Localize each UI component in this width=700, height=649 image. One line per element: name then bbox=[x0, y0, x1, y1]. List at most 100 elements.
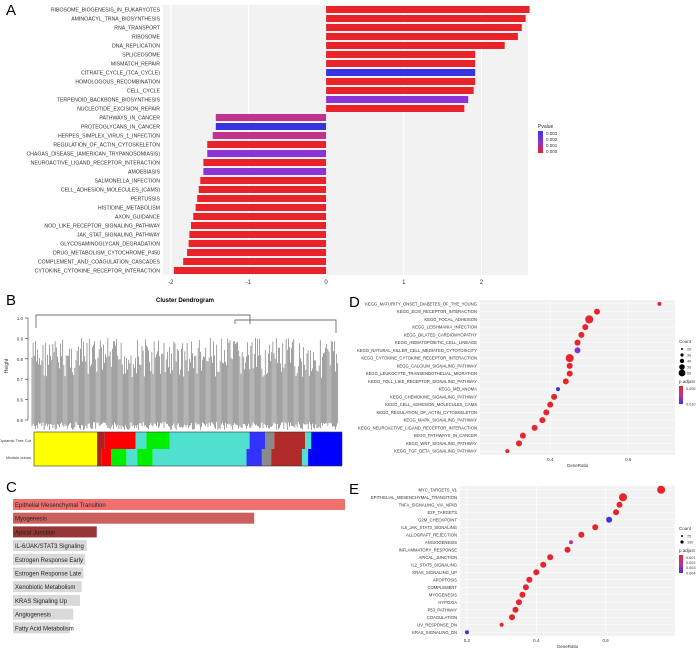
nes-bar-chart: -2 -1 0 1 2 RIBOSOME_BIOGENESIS_IN_EUKARYOTES… bbox=[26, 5, 558, 286]
data-point bbox=[539, 417, 546, 424]
data-point bbox=[547, 401, 554, 408]
category-label: AXON_GUIDANCE bbox=[115, 215, 161, 221]
nes-bar bbox=[326, 69, 476, 76]
data-point bbox=[556, 387, 560, 392]
nes-bar bbox=[326, 60, 476, 67]
data-point bbox=[543, 409, 550, 416]
legend-label: 0.003 bbox=[546, 131, 558, 136]
chart-title: Cluster Dendrogram bbox=[156, 298, 214, 304]
data-point bbox=[618, 493, 627, 502]
module-color-segment bbox=[146, 432, 170, 449]
hallmark-bar bbox=[13, 553, 86, 565]
data-point bbox=[512, 606, 519, 613]
category-label: KEGG_PATHWAYS_IN_CANCER bbox=[414, 433, 477, 438]
nes-bar bbox=[215, 123, 327, 130]
nes-bar bbox=[215, 114, 327, 121]
plot-background bbox=[163, 5, 528, 275]
data-point bbox=[657, 301, 662, 306]
x-axis-title: GeneRatio bbox=[557, 644, 579, 649]
module-color-segment bbox=[152, 449, 247, 466]
category-label: IL2_STAT5_SIGNALING bbox=[411, 562, 457, 567]
category-label: APICAL_JUNCTION bbox=[419, 555, 457, 560]
nes-bar bbox=[326, 24, 522, 31]
category-label: HERPES_SIMPLEX_VIRUS_1_INFECTION bbox=[58, 134, 160, 140]
x-tick-label: 0.6 bbox=[603, 638, 610, 643]
plot-background bbox=[480, 300, 675, 455]
module-color-segment bbox=[301, 449, 309, 466]
module-color-segment bbox=[97, 449, 102, 466]
hallmark-bar-chart: Epithelial Mesenchymal Transition Myogene… bbox=[13, 499, 345, 634]
legend-title: Pvalue bbox=[538, 124, 554, 130]
data-point bbox=[578, 531, 585, 538]
panel-letter-c: C bbox=[6, 479, 17, 496]
nes-bar bbox=[190, 222, 327, 229]
nes-bar bbox=[189, 231, 327, 238]
module-color-segment bbox=[104, 432, 136, 449]
hallmark-bar bbox=[13, 567, 84, 579]
category-label: KEGG_REGULATION_OF_ACTIN_CYTOSKELETON bbox=[376, 410, 477, 415]
hallmark-bar bbox=[13, 608, 74, 620]
color-legend-title: p.adjust bbox=[679, 379, 696, 384]
category-label: EPITHELIAL_MESENCHYMAL_TRANSITION bbox=[371, 495, 457, 500]
panel-letter-e: E bbox=[349, 481, 360, 498]
x-tick-label: 1 bbox=[402, 280, 406, 286]
module-color-segment bbox=[135, 432, 147, 449]
category-label: KEGG_DILATED_CARDIOMYOPATHY bbox=[404, 332, 478, 337]
data-point bbox=[585, 315, 594, 324]
nes-bar bbox=[326, 6, 530, 13]
category-label: JAK_STAT_SIGNALING_PATHWAY bbox=[77, 233, 161, 239]
category-label: KEGG_TGF_BETA_SIGNALING_PATHWAY bbox=[394, 449, 477, 454]
legend-colorbar bbox=[538, 131, 543, 153]
data-point bbox=[531, 424, 538, 431]
category-label: KEGG_FOCAL_ADHESION bbox=[424, 317, 477, 322]
data-point bbox=[519, 591, 526, 598]
dendrogram-branch bbox=[35, 314, 251, 328]
category-label: AMINOACYL_TRNA_BIOSYNTHESIS bbox=[71, 17, 160, 23]
data-point bbox=[592, 524, 599, 531]
hallmark-dot-plot: MYC_TARGETS_V1 EPITHELIAL_MESENCHYMAL_TRA… bbox=[371, 485, 696, 649]
color-legend-label: 0.001 bbox=[686, 556, 696, 560]
category-label: PERTUSSIS bbox=[131, 197, 161, 203]
data-point bbox=[515, 599, 522, 606]
data-point bbox=[499, 622, 504, 627]
hallmark-label: KRAS Signaling Up bbox=[15, 599, 68, 605]
category-label: RIBOSOME bbox=[132, 35, 160, 41]
cluster-dendrogram-chart: Cluster Dendrogram Height 1.0 0.9 0.8 0.7 0.6 0… bbox=[0, 298, 343, 467]
color-legend-label: 0.003 bbox=[686, 566, 696, 570]
module-color-segment bbox=[305, 432, 312, 449]
category-label: SPLICEOSOME bbox=[122, 53, 160, 59]
category-label: AMOEBIASIS bbox=[128, 170, 161, 176]
color-legend-label: 0.005 bbox=[686, 387, 696, 391]
size-legend-dot bbox=[678, 369, 686, 377]
size-legend-label: 20 bbox=[687, 348, 691, 352]
data-point bbox=[616, 501, 623, 508]
size-legend-label: 40 bbox=[687, 360, 691, 364]
category-label: GLYCOSAMINOGLYCAN_DEGRADATION bbox=[60, 242, 160, 248]
category-label: MISMATCH_REPAIR bbox=[111, 62, 160, 68]
category-label: PROTEOGLYCANS_IN_CANCER bbox=[81, 125, 160, 131]
x-tick-label: 0.4 bbox=[533, 638, 540, 643]
color-legend-label: 0.010 bbox=[686, 402, 696, 406]
y-tick-label: 0.8 bbox=[17, 357, 24, 362]
category-label: UV_RESPONSE_DN bbox=[417, 622, 457, 627]
nes-bar bbox=[197, 195, 327, 202]
x-tick-label: 2 bbox=[480, 280, 484, 286]
category-label: E2F_TARGETS bbox=[428, 510, 458, 515]
module-color-segment bbox=[311, 432, 342, 449]
category-label: SALMONELLA_INFECTION bbox=[95, 179, 161, 185]
category-label: COMPLEMENT bbox=[427, 585, 457, 590]
data-point bbox=[574, 339, 581, 346]
category-label: KEGG_NATURAL_KILLER_CELL_MEDIATED_CYTOTO… bbox=[357, 348, 477, 353]
plot-background bbox=[460, 486, 675, 636]
category-label: KEGG_MATURITY_ONSET_DIABETES_OF_THE_YOUN… bbox=[365, 301, 477, 306]
nes-bar bbox=[198, 186, 327, 193]
category-label: TERPENOID_BACKBONE_BIOSYNTHESIS bbox=[57, 98, 161, 104]
hallmark-label: Xenobiotic Metabolism bbox=[15, 585, 75, 591]
hallmark-bar bbox=[13, 581, 82, 593]
size-legend-dot bbox=[679, 358, 685, 364]
nes-bar bbox=[203, 168, 327, 175]
hallmark-label: Fatty Acid Metabolism bbox=[15, 626, 74, 632]
nes-bar bbox=[212, 132, 327, 139]
data-point bbox=[526, 576, 533, 583]
panel-letter-a: A bbox=[6, 2, 17, 19]
